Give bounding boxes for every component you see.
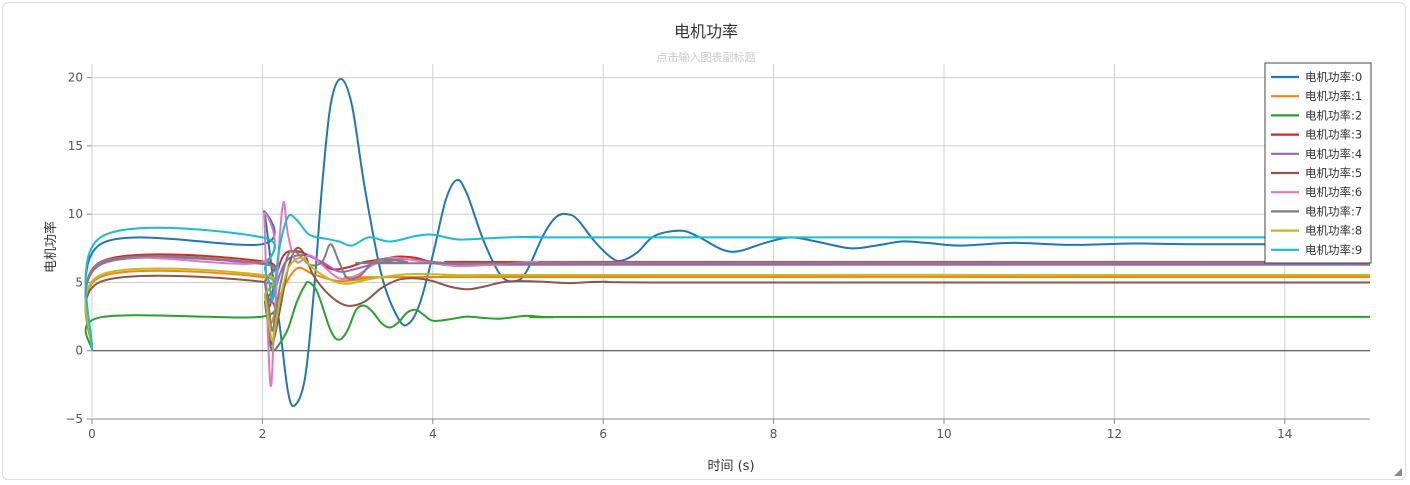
x-tick-label: 2 xyxy=(259,427,267,441)
legend-label: 电机功率:0 xyxy=(1305,70,1362,84)
x-tick-label: 0 xyxy=(88,427,96,441)
legend-item[interactable]: 电机功率:0 xyxy=(1271,70,1362,84)
legend-item[interactable]: 电机功率:9 xyxy=(1271,243,1362,257)
series-line-0[interactable] xyxy=(84,78,1371,408)
chart-svg[interactable]: 0 2 4 6 8 10 12 14 −5 0 5 10 15 20 电机功率 点击输入图表副标题 时间 … xyxy=(3,3,1407,481)
series-line-8[interactable] xyxy=(84,256,1371,351)
y-tick-label: 15 xyxy=(68,139,83,153)
series-line-1[interactable] xyxy=(84,266,1371,351)
legend-item[interactable]: 电机功率:1 xyxy=(1271,89,1362,103)
x-tick-label: 12 xyxy=(1107,427,1122,441)
resize-grip-icon[interactable] xyxy=(1394,468,1402,476)
series-line-7[interactable] xyxy=(84,243,1371,351)
legend-label: 电机功率:4 xyxy=(1305,147,1362,161)
y-tick-label: −5 xyxy=(65,412,83,426)
chart-subtitle[interactable]: 点击输入图表副标题 xyxy=(657,50,756,64)
series-line-9[interactable] xyxy=(84,213,1371,351)
legend-item[interactable]: 电机功率:5 xyxy=(1271,166,1362,180)
series-lines xyxy=(84,78,1371,408)
legend-label: 电机功率:1 xyxy=(1305,89,1362,103)
y-tick-label: 10 xyxy=(68,207,83,221)
y-tick-label: 20 xyxy=(68,71,83,85)
legend-item[interactable]: 电机功率:6 xyxy=(1271,185,1362,199)
x-tick-label: 6 xyxy=(599,427,607,441)
legend-label: 电机功率:5 xyxy=(1305,166,1362,180)
y-tick-label: 0 xyxy=(75,344,83,358)
legend-item[interactable]: 电机功率:8 xyxy=(1271,224,1362,238)
legend-label: 电机功率:6 xyxy=(1305,185,1362,199)
legend[interactable]: 电机功率:0 电机功率:1 电机功率:2 电机功率:3 电机功率:4 电机功率:5 电机功率… xyxy=(1264,62,1372,264)
y-axis-label: 电机功率 xyxy=(43,221,59,273)
legend-item[interactable]: 电机功率:3 xyxy=(1271,128,1362,142)
legend-label: 电机功率:7 xyxy=(1305,204,1362,218)
legend-item[interactable]: 电机功率:4 xyxy=(1271,147,1362,161)
axes: 0 2 4 6 8 10 12 14 −5 0 5 10 15 20 xyxy=(65,64,1370,441)
chart-title: 电机功率 xyxy=(674,22,738,41)
y-tick-label: 5 xyxy=(75,275,83,289)
legend-label: 电机功率:8 xyxy=(1305,224,1362,238)
x-tick-label: 10 xyxy=(936,427,951,441)
legend-label: 电机功率:3 xyxy=(1305,128,1362,142)
series-line-6[interactable] xyxy=(84,200,1371,388)
legend-item[interactable]: 电机功率:7 xyxy=(1271,204,1362,218)
x-axis-label: 时间 (s) xyxy=(707,459,754,474)
x-tick-label: 14 xyxy=(1277,427,1292,441)
legend-label: 电机功率:9 xyxy=(1305,243,1362,257)
legend-label: 电机功率:2 xyxy=(1305,108,1362,122)
x-tick-label: 8 xyxy=(770,427,778,441)
x-tick-label: 4 xyxy=(429,427,437,441)
legend-item[interactable]: 电机功率:2 xyxy=(1271,108,1362,122)
